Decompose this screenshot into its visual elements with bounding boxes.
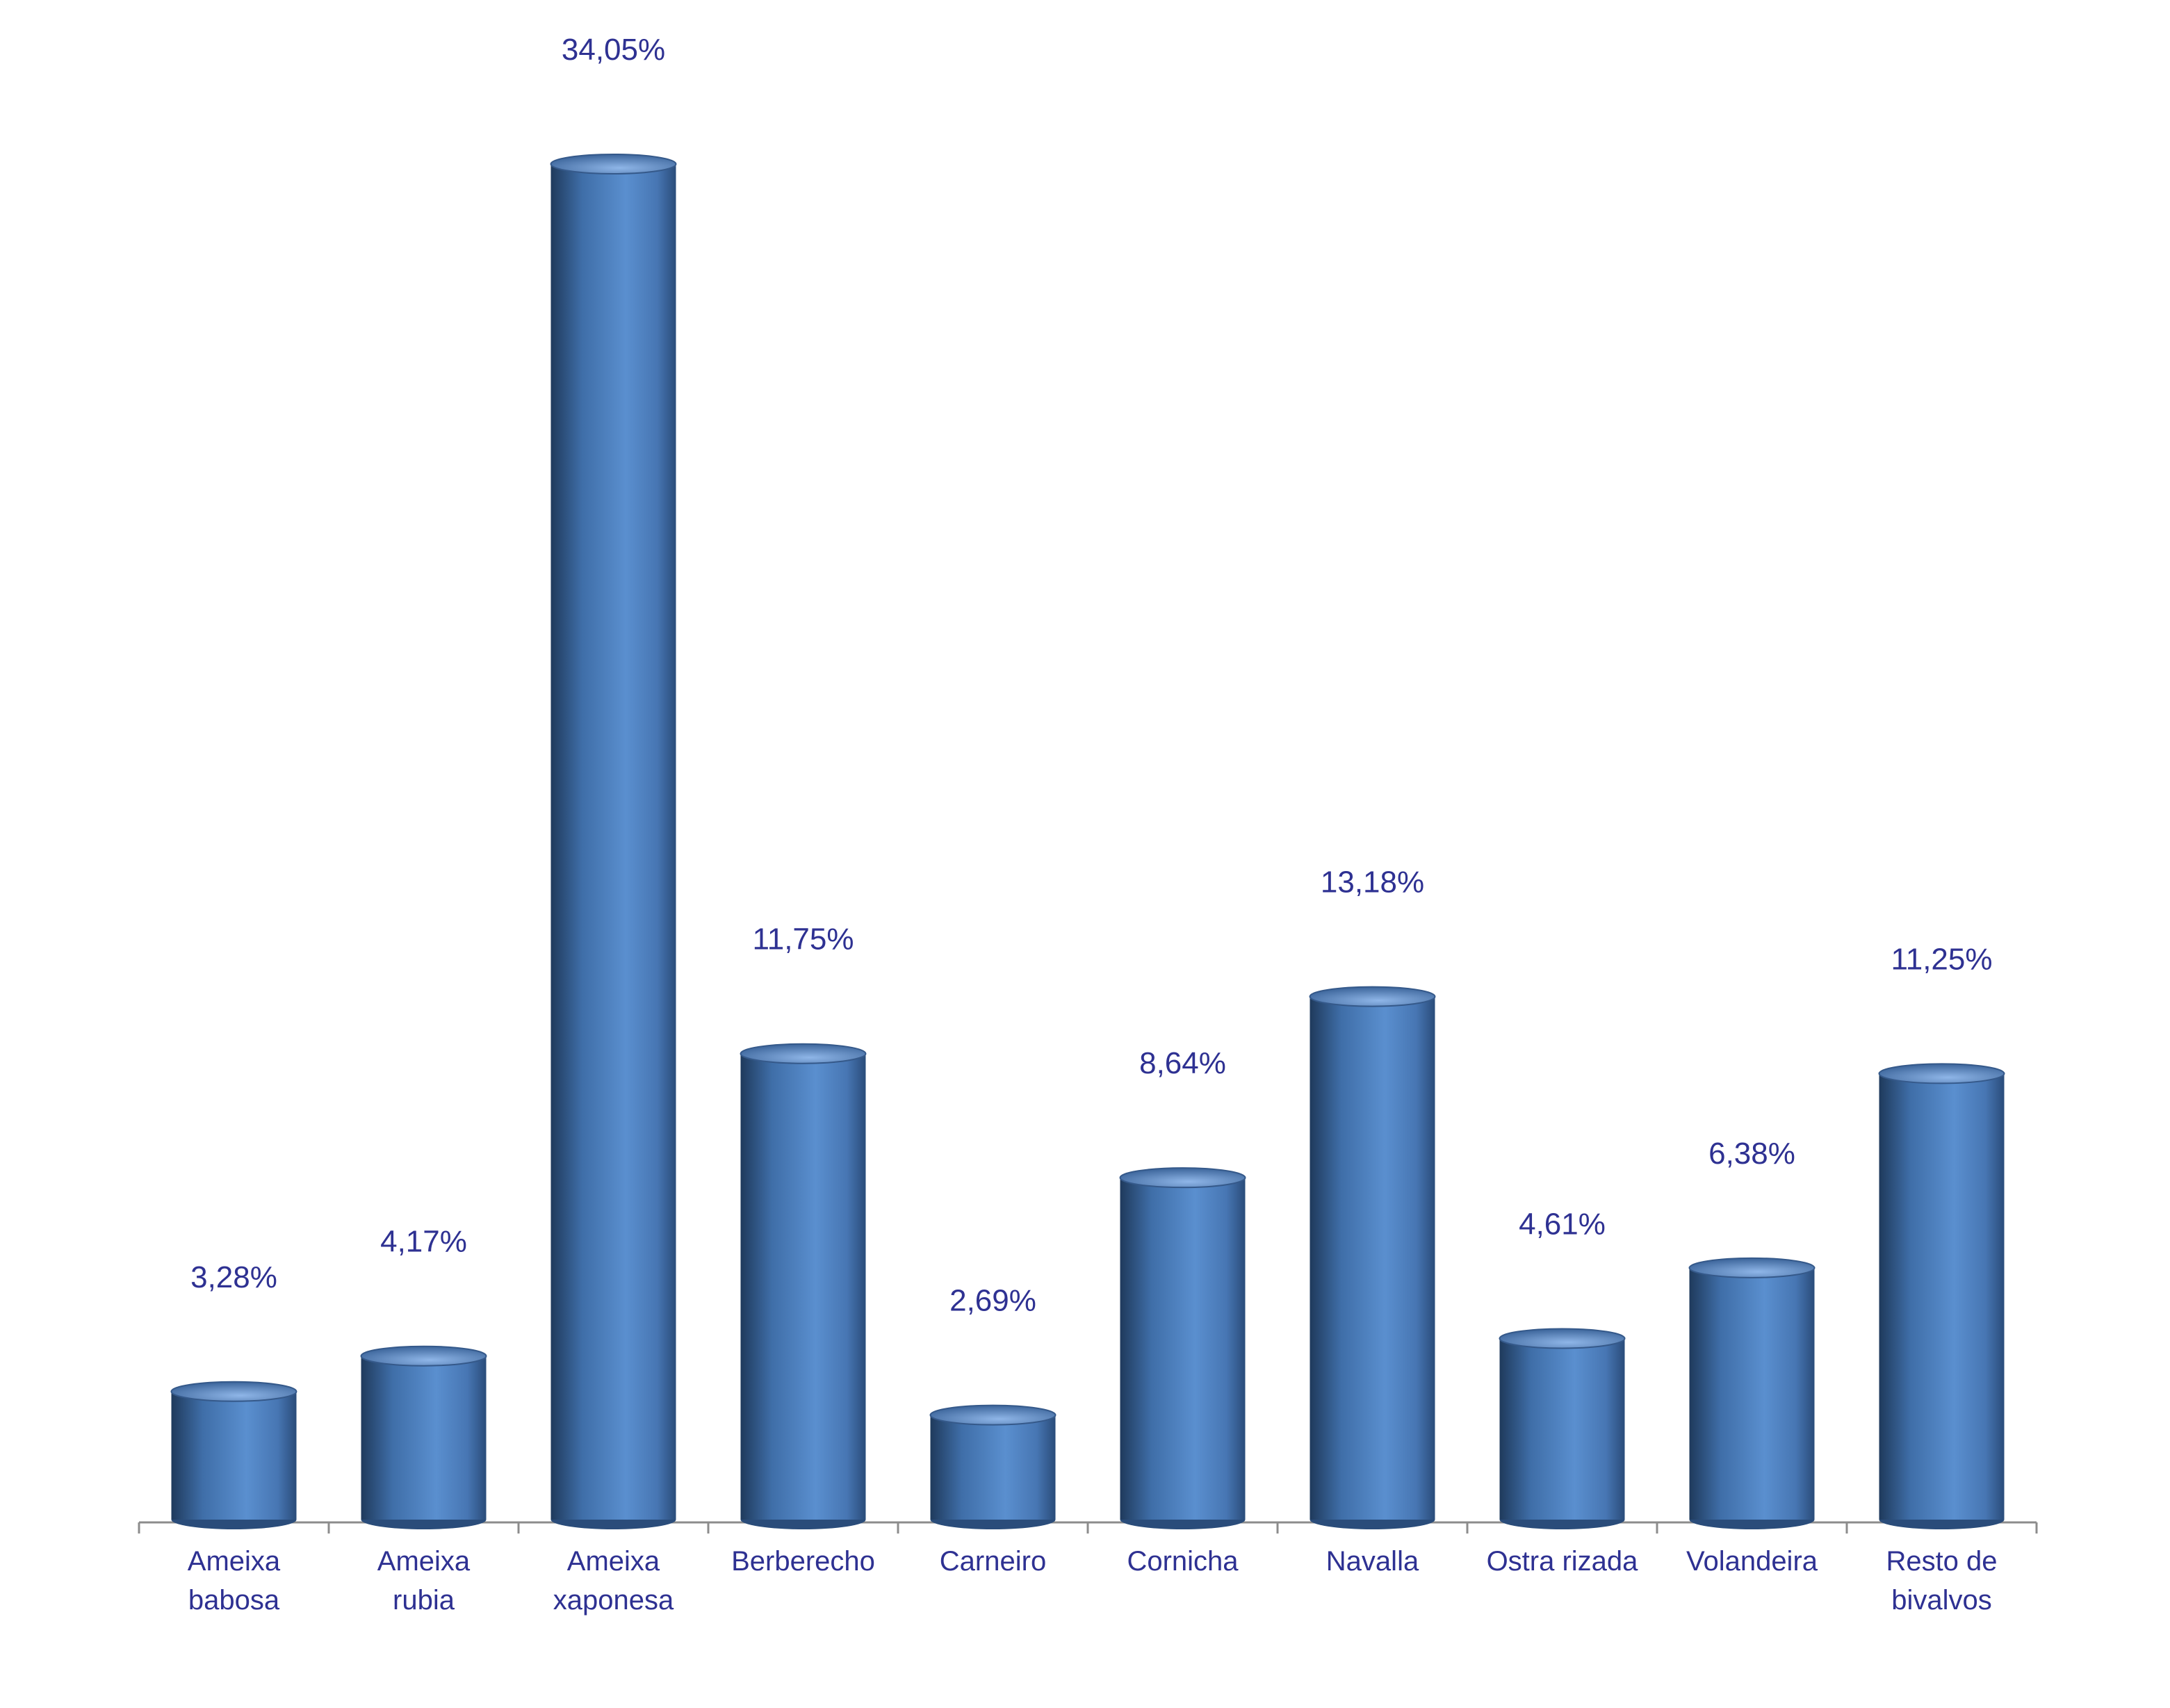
bar-top [1119,1167,1246,1189]
value-label: 4,17% [380,1225,467,1259]
bar [1310,996,1435,1520]
x-tick-label: Berberecho [731,1546,875,1577]
x-tick-label: Resto de bivalvos [1886,1546,1998,1616]
bar-top [740,1043,867,1064]
bar [740,1053,866,1520]
bar [171,1391,297,1520]
value-label: 11,75% [753,922,854,957]
bar-top [929,1404,1057,1426]
bar [1689,1267,1815,1520]
bar [550,164,676,1520]
bar [930,1415,1056,1520]
x-tick-label: Ostra rizada [1486,1546,1638,1577]
bar-top [360,1345,487,1367]
value-label: 34,05% [562,33,665,67]
x-tick-label: Ameixa xaponesa [553,1546,674,1616]
x-tick-label: Carneiro [939,1546,1047,1577]
x-tick-label: Ameixa rubia [377,1546,471,1616]
value-label: 8,64% [1139,1046,1226,1080]
x-tick-label: Cornicha [1127,1546,1239,1577]
value-label: 13,18% [1321,865,1424,900]
bar-top [170,1381,297,1402]
bar-top [1309,986,1436,1007]
x-tick-label: Ameixa babosa [187,1546,281,1616]
x-tick-label: Volandeira [1686,1546,1818,1577]
value-label: 11,25% [1891,942,1993,976]
bar-top [1878,1063,2005,1084]
bar-top [1688,1257,1816,1278]
value-label: 3,28% [190,1260,277,1294]
x-tick-label: Navalla [1325,1546,1419,1577]
bar [1879,1073,2005,1520]
bar-top [1499,1328,1626,1349]
bar-top [550,154,677,174]
value-label: 4,61% [1519,1207,1606,1241]
bar [1499,1338,1625,1520]
bar [1120,1178,1246,1520]
value-label: 6,38% [1708,1137,1795,1171]
value-label: 2,69% [949,1284,1036,1318]
bar [361,1356,487,1520]
